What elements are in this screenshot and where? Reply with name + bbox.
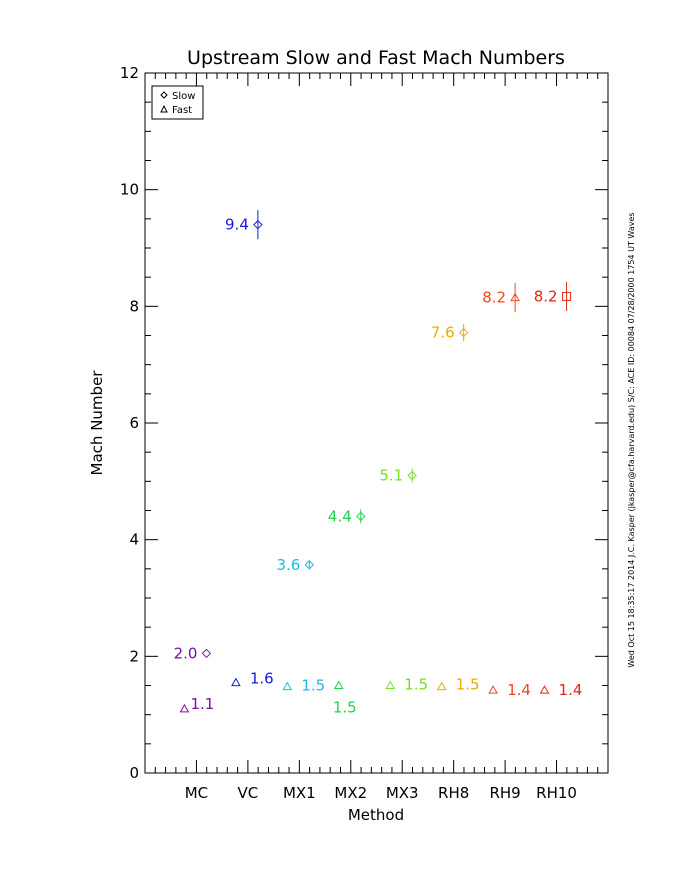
x-tick-label: RH10 xyxy=(536,784,577,802)
fast-data-label: 1.5 xyxy=(404,676,428,694)
fast-data-label: 1.4 xyxy=(507,681,531,699)
slow-data-label: 5.1 xyxy=(379,467,403,485)
fast-point xyxy=(333,680,344,689)
fast-point xyxy=(385,680,396,689)
y-tick-label: 4 xyxy=(129,531,139,549)
y-tick-label: 6 xyxy=(129,414,139,432)
fast-point xyxy=(179,703,190,713)
slow-data-label: 4.4 xyxy=(328,507,352,525)
y-tick-label: 8 xyxy=(129,297,139,315)
fast-data-label: 1.5 xyxy=(456,676,480,694)
fast-point xyxy=(231,677,241,687)
fast-point xyxy=(436,681,447,691)
legend-box xyxy=(151,85,204,120)
x-tick-label: RH9 xyxy=(489,784,520,802)
data-marks: 2.0 9.4 3.6 4.4 5.1 7.6 8.2 8.2 1.1 1.6 1.5 1.5 1.5 1… xyxy=(174,210,583,717)
chart-title: Upstream Slow and Fast Mach Numbers xyxy=(187,47,565,69)
y-axis: 0 2 4 6 8 10 12 xyxy=(120,64,608,782)
x-tick-label: RH8 xyxy=(438,784,469,802)
x-tick-label: VC xyxy=(238,784,259,802)
slow-point xyxy=(304,560,315,570)
slow-point xyxy=(253,219,263,230)
y-tick-label: 10 xyxy=(120,181,139,199)
side-annotation: Wed Oct 15 18:35:17 2014 J.C. Kasper (jk… xyxy=(627,212,636,667)
legend-diamond-icon xyxy=(160,91,168,99)
fast-data-label: 1.5 xyxy=(301,677,325,695)
slow-point xyxy=(562,291,572,301)
slow-point xyxy=(356,511,366,522)
fast-data-label: 1.1 xyxy=(190,695,214,713)
y-tick-label: 2 xyxy=(129,647,139,665)
slow-point xyxy=(458,327,469,338)
y-axis-label: Mach Number xyxy=(88,370,106,476)
y-tick-label: 12 xyxy=(120,64,139,82)
slow-point xyxy=(201,648,212,659)
legend-label-fast: Fast xyxy=(172,105,192,116)
x-tick-label: MX1 xyxy=(283,784,316,802)
slow-data-label: 2.0 xyxy=(174,644,198,662)
fast-point xyxy=(282,681,293,691)
x-axis: MC VC MX1 MX2 MX3 RH8 RH9 RH10 xyxy=(144,73,609,802)
y-tick-label: 0 xyxy=(129,764,139,782)
slow-data-label: 8.2 xyxy=(534,287,558,305)
x-tick-label: MX3 xyxy=(386,784,419,802)
legend-triangle-icon xyxy=(160,104,168,113)
slow-data-label: 3.6 xyxy=(276,556,300,574)
fast-point xyxy=(539,685,550,694)
legend: Slow Fast xyxy=(151,85,204,120)
slow-point xyxy=(510,292,520,302)
slow-data-label: 8.2 xyxy=(482,289,506,307)
legend-label-slow: Slow xyxy=(172,91,195,102)
x-tick-label: MX2 xyxy=(334,784,367,802)
x-tick-label: MC xyxy=(185,784,208,802)
slow-point xyxy=(407,470,417,481)
x-axis-label: Method xyxy=(348,806,404,824)
slow-data-label: 9.4 xyxy=(225,216,249,234)
plot-frame xyxy=(144,72,609,774)
fast-data-label: 1.5 xyxy=(333,699,357,717)
fast-data-label: 1.4 xyxy=(559,681,583,699)
fast-point xyxy=(488,685,498,694)
slow-data-label: 7.6 xyxy=(431,324,455,342)
fast-data-label: 1.6 xyxy=(250,670,274,688)
